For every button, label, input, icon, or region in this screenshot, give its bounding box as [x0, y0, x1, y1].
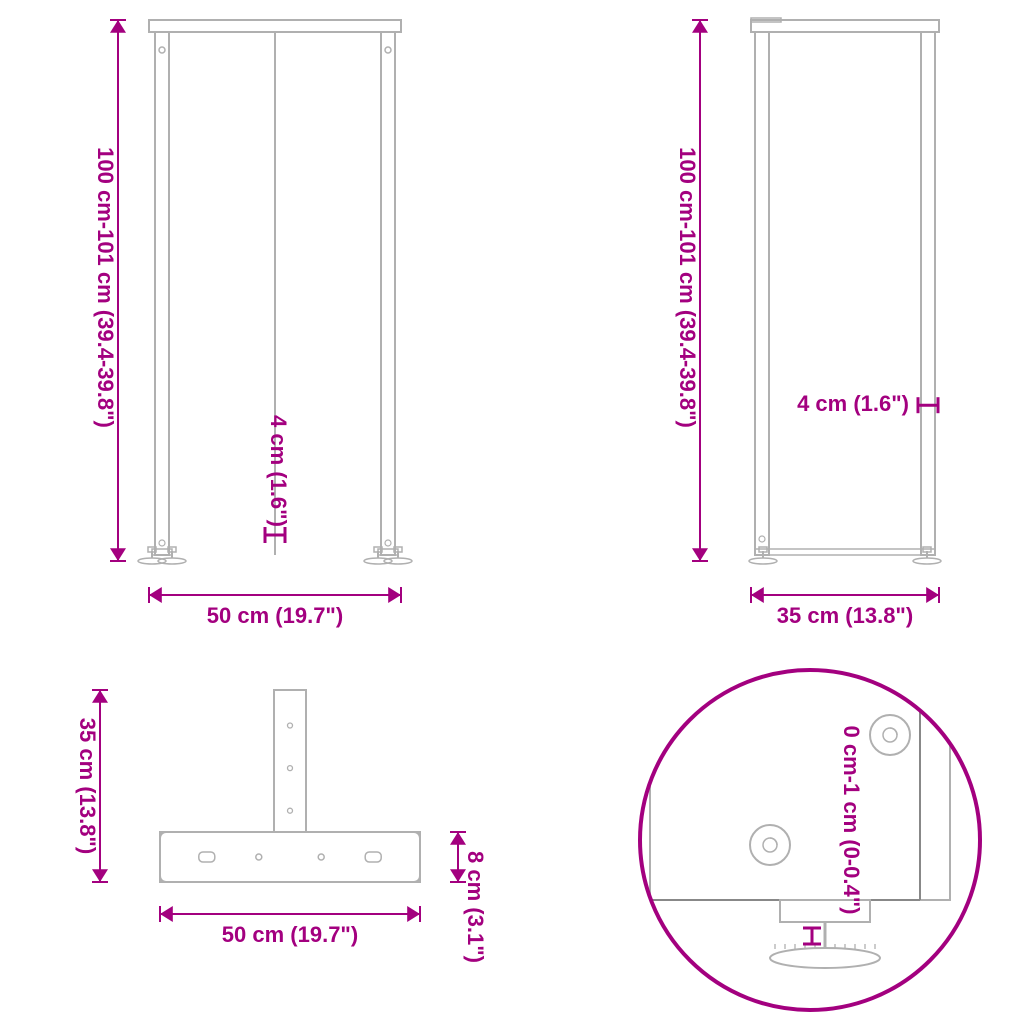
detail-view: 0 cm-1 cm (0-0.4") [640, 670, 980, 1010]
side-view: 100 cm-101 cm (39.4-39.8") 35 cm (13.8") 4… [675, 18, 941, 628]
side-width-label: 35 cm (13.8") [777, 603, 913, 628]
side-height-label: 100 cm-101 cm (39.4-39.8") [675, 147, 700, 428]
top-width-label: 50 cm (19.7") [222, 922, 358, 947]
front-tube-label: 4 cm (1.6") [266, 415, 291, 527]
top-thick-label: 8 cm (3.1") [463, 851, 488, 963]
top-view: 35 cm (13.8") 50 cm (19.7") 8 cm (3.1") [75, 690, 488, 963]
front-height-label: 100 cm-101 cm (39.4-39.8") [93, 147, 118, 428]
front-width-label: 50 cm (19.7") [207, 603, 343, 628]
front-view: 100 cm-101 cm (39.4-39.8") 50 cm (19.7") 4… [93, 20, 412, 628]
side-tube-label: 4 cm (1.6") [797, 391, 909, 416]
detail-adjust-label: 0 cm-1 cm (0-0.4") [839, 726, 864, 915]
detail-circle [640, 670, 980, 1010]
top-depth-label: 35 cm (13.8") [75, 718, 100, 854]
